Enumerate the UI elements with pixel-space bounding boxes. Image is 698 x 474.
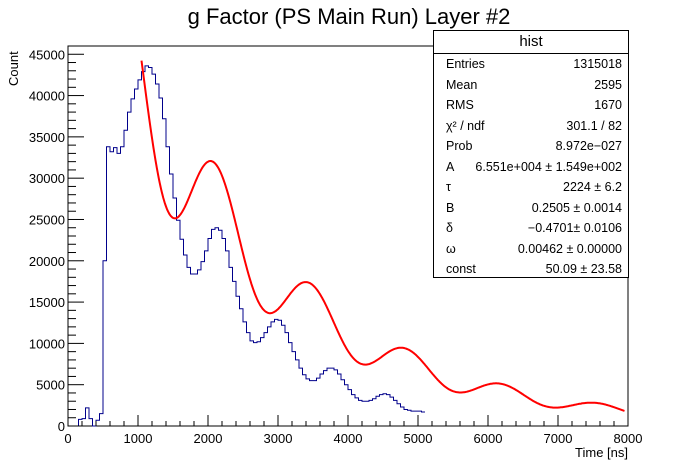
x-tick-label: 4000 — [334, 431, 363, 446]
x-tick-label: 6000 — [474, 431, 503, 446]
x-tick-label: 8000 — [614, 431, 643, 446]
y-tick-label: 0 — [58, 419, 65, 434]
stats-row: Prob 8.972e−027 — [434, 136, 628, 157]
stats-row-label: Mean — [446, 77, 478, 92]
stats-row-label: const — [446, 262, 476, 277]
histogram-series — [68, 65, 425, 427]
stats-row-label: Prob — [446, 139, 473, 154]
y-tick-label: 5000 — [36, 378, 65, 393]
y-tick-label: 25000 — [29, 212, 65, 227]
stats-row-value: 6.551e+004 ± 1.549e+002 — [475, 159, 622, 174]
stats-row-value: 0.00462 ± 0.00000 — [517, 241, 622, 256]
stats-row: Mean 2595 — [434, 75, 628, 96]
x-tick-label: 7000 — [544, 431, 573, 446]
stats-row: τ 2224 ± 6.2 — [434, 177, 628, 198]
y-axis-label: Count — [6, 51, 21, 86]
x-tick-label: 2000 — [194, 431, 223, 446]
axis-ticks: 0 1000 2000 3000 4000 5000 6000 7000 8000 0 5000 10… — [29, 45, 643, 446]
y-tick-label: 10000 — [29, 336, 65, 351]
stats-row-label: τ — [446, 180, 451, 195]
stats-row-value: 2595 — [594, 77, 622, 92]
x-tick-label: 1000 — [124, 431, 153, 446]
stats-row-label: RMS — [446, 98, 474, 113]
x-tick-label: 3000 — [264, 431, 293, 446]
x-tick-label: 5000 — [404, 431, 433, 446]
chart-title: g Factor (PS Main Run) Layer #2 — [187, 4, 511, 29]
stats-row-value: 8.972e−027 — [555, 139, 622, 154]
x-axis-label: Time [ns] — [575, 445, 628, 460]
y-tick-label: 35000 — [29, 130, 65, 145]
stats-row-value: −0.4701± 0.0106 — [527, 221, 622, 236]
stats-row: RMS 1670 — [434, 95, 628, 116]
stats-row-label: B — [446, 200, 455, 215]
stats-box-title: hist — [434, 31, 628, 54]
histogram-step-line — [68, 65, 425, 427]
stats-row: B 0.2505 ± 0.0014 — [434, 198, 628, 219]
y-tick-label: 30000 — [29, 171, 65, 186]
stats-row-value: 301.1 / 82 — [566, 118, 622, 133]
stats-rows: Entries 1315018 Mean 2595 RMS 1670 χ² / ndf 301… — [434, 54, 628, 280]
stats-row: χ² / ndf 301.1 / 82 — [434, 116, 628, 137]
stats-row-label: A — [446, 159, 455, 174]
x-tick-label: 0 — [64, 431, 71, 446]
stats-box: hist Entries 1315018 Mean 2595 RMS 1670 χ² / n… — [433, 30, 629, 278]
stats-row: δ −0.4701± 0.0106 — [434, 218, 628, 239]
stats-row: Entries 1315018 — [434, 54, 628, 75]
stats-row-label: Entries — [446, 57, 485, 72]
stats-row: const 50.09 ± 23.58 — [434, 259, 628, 280]
stats-row: ω 0.00462 ± 0.00000 — [434, 239, 628, 260]
stats-row-value: 2224 ± 6.2 — [563, 180, 622, 195]
stats-row-label: χ² / ndf — [446, 118, 485, 133]
y-tick-label: 45000 — [29, 47, 65, 62]
y-tick-label: 40000 — [29, 89, 65, 104]
stats-row-value: 1315018 — [573, 57, 622, 72]
stats-row-label: ω — [446, 241, 456, 256]
fit-curve-series — [140, 60, 625, 412]
y-tick-label: 20000 — [29, 254, 65, 269]
stats-row-value: 50.09 ± 23.58 — [545, 262, 622, 277]
stats-row: A 6.551e+004 ± 1.549e+002 — [434, 157, 628, 178]
y-tick-label: 15000 — [29, 295, 65, 310]
fit-curve-line — [140, 60, 625, 412]
stats-row-value: 1670 — [594, 98, 622, 113]
stats-row-value: 0.2505 ± 0.0014 — [531, 200, 622, 215]
stats-row-label: δ — [446, 221, 453, 236]
